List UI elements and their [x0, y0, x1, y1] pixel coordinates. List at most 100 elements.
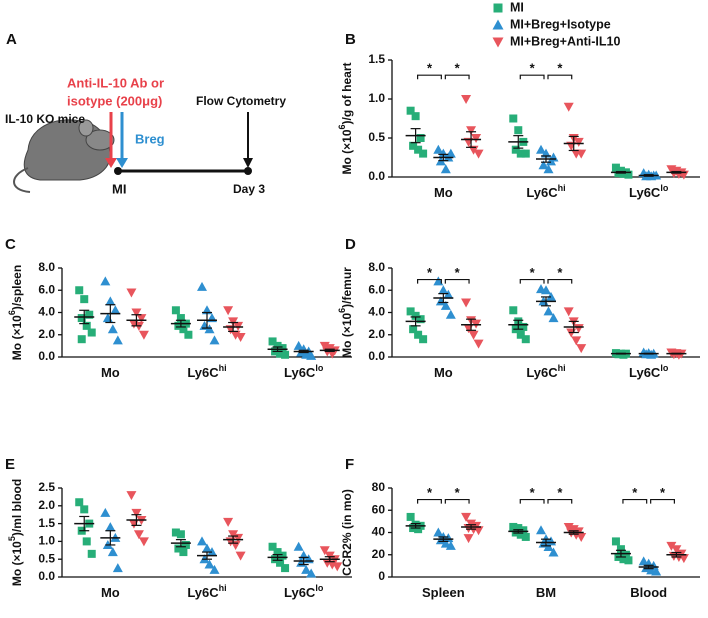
x-tick-label-sup: hi: [219, 363, 227, 373]
x-tick-label: Ly6Clo: [284, 583, 324, 600]
y-tick-label: 0.5: [38, 551, 55, 565]
point: [319, 546, 330, 556]
point: [176, 314, 185, 323]
x-tick-label-sup: lo: [315, 583, 324, 593]
point: [651, 566, 662, 576]
point: [276, 558, 285, 567]
point: [406, 307, 415, 316]
point: [445, 540, 456, 550]
point: [100, 276, 111, 286]
point: [563, 102, 574, 112]
mouse-ear: [78, 119, 94, 137]
significance-bracket: [519, 74, 545, 80]
point: [409, 141, 418, 150]
y-tick-label: 2.5: [38, 480, 55, 494]
y-tick-label: 2.0: [38, 327, 55, 341]
x-tick-label-part: Mo: [434, 365, 453, 380]
point: [278, 551, 287, 560]
significance-label: *: [557, 61, 563, 76]
x-tick-label-sup: lo: [660, 363, 669, 373]
point: [438, 285, 449, 295]
point: [171, 528, 180, 537]
x-tick-label-part: Ly6C: [187, 585, 219, 600]
significance-label: *: [455, 485, 461, 500]
panel-letter: A: [6, 31, 17, 48]
point: [624, 170, 633, 179]
y-tick-label: 8.0: [368, 260, 385, 274]
point: [75, 286, 84, 295]
significance-bracket: [417, 498, 442, 504]
mouse-tail: [13, 167, 31, 193]
point: [516, 330, 525, 339]
point: [235, 332, 246, 342]
y-axis-label-sup: 6: [7, 310, 17, 315]
point: [445, 309, 456, 319]
significance-label: *: [530, 485, 536, 500]
y-tick-label: 4.0: [368, 305, 385, 319]
significance-bracket: [444, 498, 470, 504]
y-tick-label: 0.0: [368, 169, 385, 183]
point: [666, 541, 677, 551]
significance-label: *: [660, 485, 666, 500]
y-axis-label-part: )/ml blood: [10, 479, 24, 536]
point: [419, 335, 428, 344]
point: [576, 532, 587, 542]
point: [179, 548, 188, 557]
point: [619, 350, 628, 359]
point: [281, 564, 290, 573]
y-axis-label-part: Mo (×10: [340, 313, 354, 358]
y-tick-label: 0: [378, 569, 385, 583]
significance-bracket: [547, 74, 573, 80]
y-tick-label: 1.5: [368, 52, 385, 66]
significance-label: *: [427, 485, 433, 500]
x-tick-label-sup: lo: [315, 363, 324, 373]
point: [80, 295, 89, 304]
x-tick-label: Spleen: [422, 585, 465, 600]
point: [209, 564, 220, 574]
x-tick-label: Ly6Chi: [187, 583, 226, 600]
point: [82, 321, 91, 330]
significance-label: *: [557, 265, 563, 280]
point: [235, 551, 246, 561]
point: [548, 313, 559, 323]
y-axis-label-part: Mo (×10: [10, 315, 24, 360]
x-tick-label-part: Spleen: [422, 585, 465, 600]
significance-label: *: [427, 265, 433, 280]
point: [471, 134, 482, 143]
y-tick-label: 1.0: [368, 91, 385, 105]
point: [138, 330, 149, 340]
point: [306, 350, 317, 360]
panel-letter: B: [345, 31, 356, 48]
point: [416, 315, 425, 324]
significance-bracket: [547, 498, 573, 504]
legend-marker: [492, 19, 504, 30]
point: [87, 549, 96, 558]
point: [278, 344, 287, 353]
point: [105, 522, 116, 532]
significance-bracket: [444, 74, 470, 80]
y-tick-label: 6.0: [368, 282, 385, 296]
point: [541, 285, 551, 295]
timeline-dot: [114, 167, 122, 175]
point: [435, 296, 446, 306]
y-tick-label: 2.0: [38, 498, 55, 512]
point: [273, 341, 282, 350]
model-label: IL-10 KO mice: [5, 112, 85, 126]
y-tick-label: 60: [372, 502, 386, 516]
x-tick-label: Mo: [101, 365, 120, 380]
point: [406, 512, 415, 521]
point: [209, 335, 220, 345]
legend-label: MI+Breg+Isotype: [510, 17, 611, 31]
point: [443, 289, 454, 299]
significance-label: *: [530, 61, 536, 76]
x-tick-label: Ly6Clo: [629, 183, 669, 200]
point: [563, 307, 574, 317]
point: [536, 144, 546, 154]
y-axis-label-part: )/g of heart: [340, 62, 354, 124]
point: [521, 335, 530, 344]
point: [87, 328, 96, 337]
y-axis-label-part: Mo (×10: [10, 541, 24, 586]
point: [171, 306, 180, 315]
point: [204, 559, 215, 569]
